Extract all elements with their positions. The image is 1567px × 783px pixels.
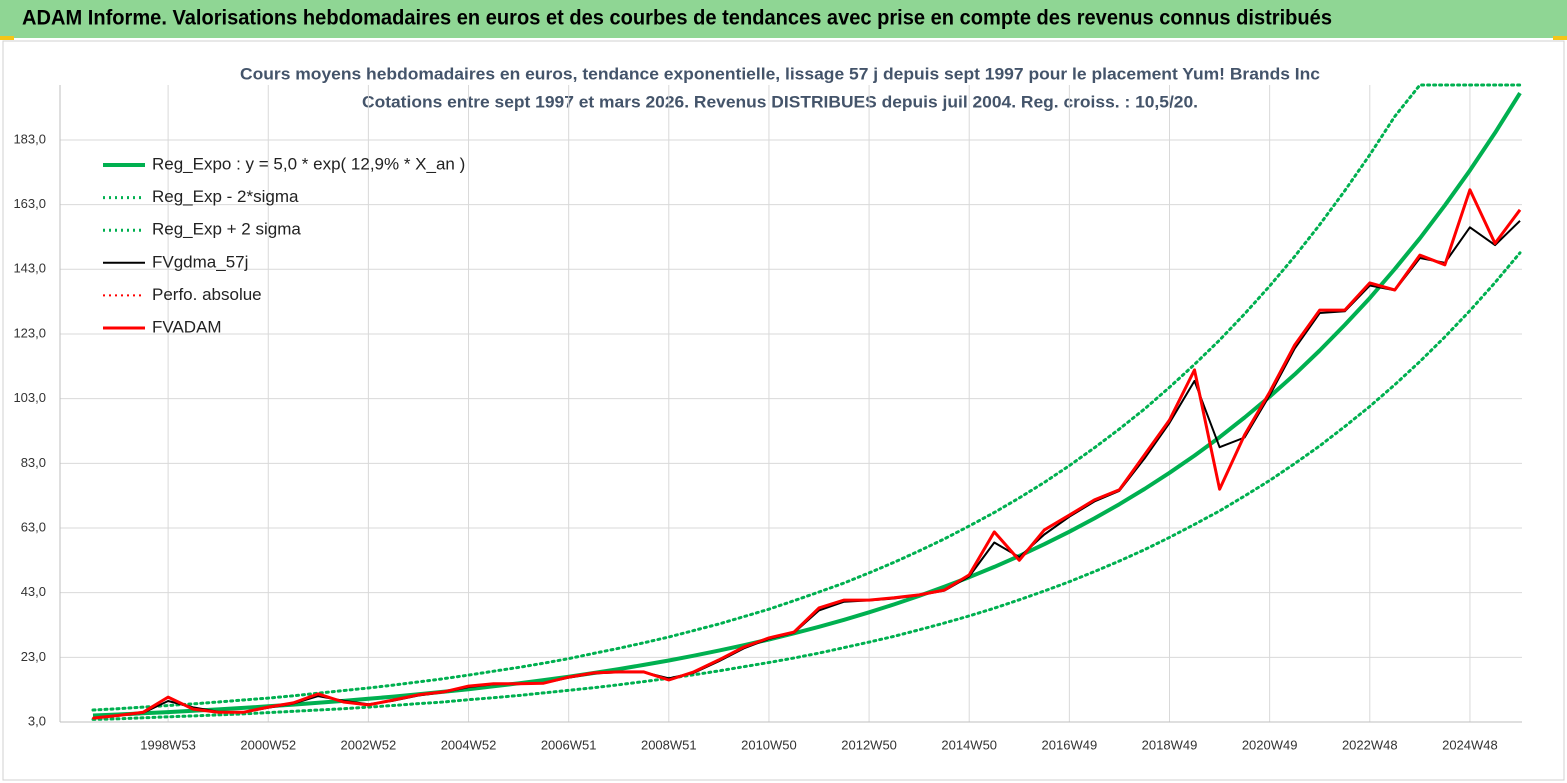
header-title: ADAM Informe. Valorisations hebdomadaire… [22,7,1332,30]
x-tick-label: 2014W50 [941,737,997,752]
y-tick-label: 83,0 [21,455,46,470]
header-bar [0,0,1567,38]
legend-label: Reg_Exp + 2 sigma [152,220,301,239]
y-tick-label: 23,0 [21,649,46,664]
x-tick-label: 2002W52 [341,737,397,752]
x-tick-label: 2000W52 [240,737,296,752]
x-tick-label: 2006W51 [541,737,597,752]
y-tick-label: 143,0 [13,261,46,276]
chart-subtitle: Cotations entre sept 1997 et mars 2026. … [362,92,1198,111]
x-tick-label: 2018W49 [1142,737,1198,752]
legend-label: Perfo. absolue [152,285,262,304]
series-line [92,188,1522,720]
legend-label: Reg_Exp - 2*sigma [152,187,299,206]
corner-mark [1553,36,1567,40]
x-tick-label: 1998W53 [140,737,196,752]
y-tick-label: 183,0 [13,131,46,146]
x-tick-label: 2024W48 [1442,737,1498,752]
series-line [91,83,1522,712]
legend-label: FVgdma_57j [152,252,248,271]
y-tick-label: 43,0 [21,584,46,599]
series-line [91,251,1522,721]
legend-label: Reg_Expo : y = 5,0 * exp( 12,9% * X_an ) [152,154,465,173]
y-tick-label: 103,0 [13,390,46,405]
y-tick-label: 123,0 [13,325,46,340]
x-tick-label: 2022W48 [1342,737,1398,752]
chart-border [2,40,1565,781]
series-line [92,92,1522,718]
x-tick-label: 2008W51 [641,737,697,752]
x-tick-label: 2010W50 [741,737,797,752]
legend-label: FVADAM [152,317,222,336]
x-tick-label: 2004W52 [441,737,497,752]
x-tick-label: 2012W50 [841,737,897,752]
chart-title: Cours moyens hebdomadaires en euros, ten… [240,64,1320,83]
y-tick-label: 63,0 [21,519,46,534]
x-tick-label: 2016W49 [1042,737,1098,752]
y-tick-label: 3,0 [28,713,46,728]
x-tick-label: 2020W49 [1242,737,1298,752]
y-tick-label: 163,0 [13,196,46,211]
corner-mark [0,36,14,40]
